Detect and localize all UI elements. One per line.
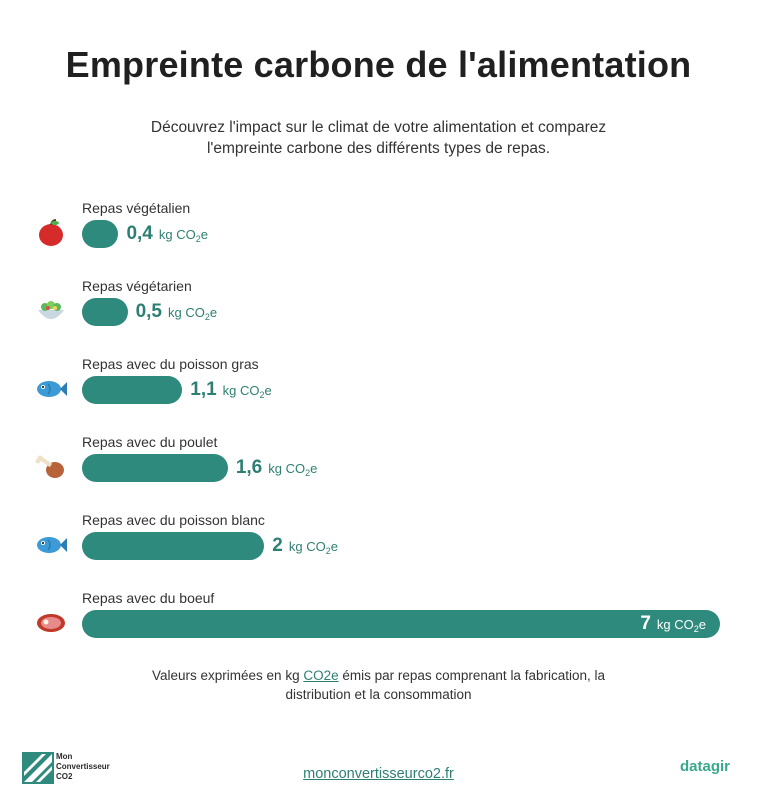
- category-label: Repas végétalien: [82, 200, 191, 216]
- subtitle-line-2: l'empreinte carbone des différents types…: [206, 140, 550, 157]
- footnote-co2e-link[interactable]: CO2e: [303, 668, 339, 683]
- value-label: 7 kg CO2e: [640, 613, 706, 634]
- chart-row: Repas végétalien 0,4 kg CO2e: [0, 190, 757, 260]
- footnote-text-2: émis par repas comprenant la fabrication…: [338, 668, 605, 683]
- category-label: Repas avec du poisson gras: [82, 356, 259, 372]
- category-label: Repas avec du boeuf: [82, 590, 215, 606]
- category-label: Repas avec du poisson blanc: [82, 512, 265, 528]
- subtitle-line-1: Découvrez l'impact sur le climat de votr…: [150, 119, 607, 136]
- page-title: Empreinte carbone de l'alimentation: [65, 44, 692, 85]
- category-label: Repas avec du poulet: [82, 434, 218, 450]
- footnote-text-1: Valeurs exprimées en kg: [152, 668, 304, 683]
- steak-icon: [37, 614, 65, 632]
- value-label: 0,4 kg CO2e: [126, 223, 208, 244]
- footnote-line-2: distribution et la consommation: [285, 687, 472, 702]
- bar: [82, 298, 128, 326]
- fish-icon: [37, 381, 67, 397]
- bar: [82, 376, 183, 404]
- chart-row: Repas avec du poisson blanc 2 kg CO2e: [0, 502, 757, 572]
- bar: [82, 454, 228, 482]
- bar: [82, 220, 119, 248]
- fish-icon: [37, 537, 67, 553]
- apple-icon: [39, 219, 63, 246]
- salad-icon: [38, 301, 64, 319]
- bar: [82, 532, 265, 560]
- value-label: 2 kg CO2e: [272, 535, 338, 556]
- footnote: Valeurs exprimées en kg CO2e émis par re…: [120, 666, 637, 704]
- bar: [82, 610, 720, 638]
- chart-row: Repas avec du boeuf 7 kg CO2e: [0, 580, 757, 650]
- datagir-logo[interactable]: datagir: [680, 758, 731, 775]
- site-link[interactable]: monconvertisseurco2.fr: [303, 766, 454, 782]
- category-label: Repas végétarien: [82, 278, 192, 294]
- value-label: 0,5 kg CO2e: [135, 301, 218, 322]
- mon-convertisseur-logo-text: Mon Convertisseur CO2: [56, 752, 110, 781]
- chart-row: Repas avec du poulet 1,6 kg CO2e: [0, 424, 757, 494]
- value-label: 1,6 kg CO2e: [235, 457, 318, 478]
- chart-row: Repas végétarien 0,5 kg CO2e: [0, 268, 757, 338]
- mon-convertisseur-logo-icon: [22, 752, 54, 784]
- page-subtitle: Découvrez l'impact sur le climat de votr…: [100, 117, 657, 159]
- chart-row: Repas avec du poisson gras 1,1 kg CO2e: [0, 346, 757, 416]
- value-label: 1,1 kg CO2e: [190, 379, 272, 400]
- carbon-footprint-chart: Repas végétalien 0,4 kg CO2e Repas végétari…: [0, 190, 757, 660]
- chicken-leg-icon: [35, 455, 64, 478]
